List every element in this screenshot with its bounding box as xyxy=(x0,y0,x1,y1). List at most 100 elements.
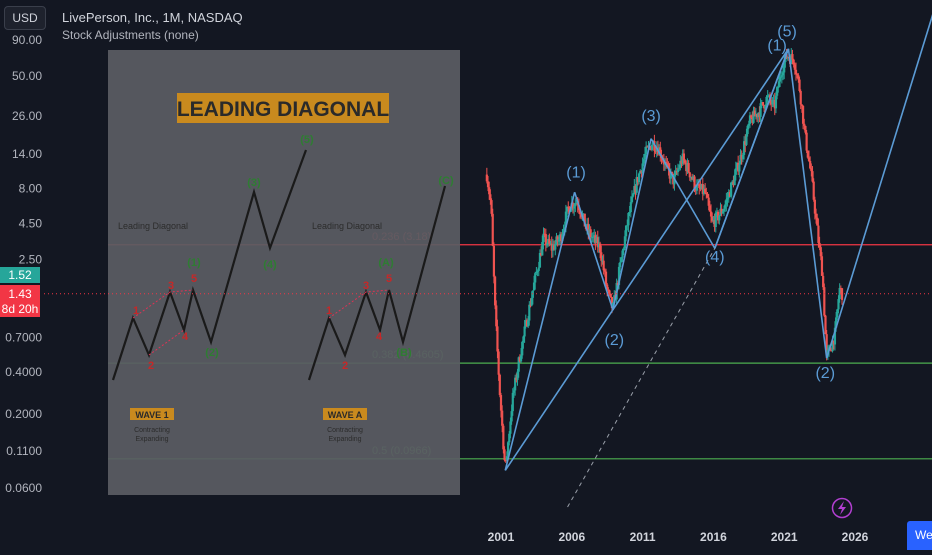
candle-body xyxy=(825,334,828,355)
x-tick-label: 2006 xyxy=(558,530,585,544)
y-tick-label: 0.0600 xyxy=(5,481,42,495)
candle-body xyxy=(707,197,710,206)
wave-line xyxy=(714,48,790,249)
candle-body xyxy=(719,208,722,216)
candle-body xyxy=(602,260,605,271)
candle-body xyxy=(737,162,740,172)
right-subtitle: Leading Diagonal xyxy=(312,221,382,231)
y-axis: 90.00 50.00 26.00 14.00 8.00 4.50 2.50 0.7000 0.… xyxy=(5,33,42,495)
left-inner-label: 1 xyxy=(133,305,139,317)
candle-body xyxy=(528,304,531,321)
candle-body xyxy=(715,211,719,213)
currency-button[interactable]: USD xyxy=(4,6,46,30)
candle-body xyxy=(696,184,700,186)
candle-body xyxy=(623,236,626,249)
x-tick-label: 2001 xyxy=(488,530,515,544)
right-outer-label: (B) xyxy=(396,347,412,359)
candle-body xyxy=(814,213,818,218)
candle-body xyxy=(753,110,756,117)
candle-body xyxy=(522,336,525,342)
candle-body xyxy=(669,171,673,179)
candle-body xyxy=(767,95,770,97)
candle-body xyxy=(674,171,677,175)
candle-body xyxy=(823,287,826,316)
left-outer-label: (5) xyxy=(300,134,314,146)
candle-body xyxy=(809,160,812,169)
candle-body xyxy=(820,256,824,276)
candle-body xyxy=(702,188,706,194)
candle-body xyxy=(708,205,711,212)
candle-body xyxy=(734,168,737,175)
x-tick-label: 2026 xyxy=(842,530,869,544)
candle-body xyxy=(647,145,650,147)
candle-body xyxy=(632,194,635,197)
candle-body xyxy=(692,176,695,180)
candle-body xyxy=(586,223,589,229)
candle-body xyxy=(681,153,684,164)
candle-body xyxy=(766,95,769,97)
right-caption-1: Contracting xyxy=(327,427,363,434)
candle-body xyxy=(771,100,774,105)
candle-body xyxy=(813,199,816,214)
candle-body xyxy=(530,297,533,306)
candle-body xyxy=(509,421,512,434)
candle-body xyxy=(646,146,649,148)
week-button[interactable]: Wee xyxy=(907,521,932,550)
candle-body xyxy=(516,371,519,380)
candle-body xyxy=(609,293,612,298)
candle-body xyxy=(777,87,780,89)
wave-labels: (1)(2)(3)(4)(1)(5)(2) xyxy=(566,24,835,383)
candle-body xyxy=(571,202,575,209)
candle-body xyxy=(770,101,773,105)
wave-label: (2) xyxy=(815,365,835,382)
candle-body xyxy=(633,186,636,195)
wave-line xyxy=(504,192,576,471)
candle-body xyxy=(622,248,625,251)
inset-title-bg xyxy=(177,93,389,123)
candle-body xyxy=(590,237,593,239)
candle-body xyxy=(497,351,500,375)
y-tick-label: 0.1100 xyxy=(6,444,42,458)
candle-body xyxy=(725,199,728,205)
candle-body xyxy=(501,410,504,426)
candle-body xyxy=(797,75,800,80)
candle-body xyxy=(751,117,754,123)
lightning-bolt-icon[interactable] xyxy=(831,497,853,519)
candle-body xyxy=(741,154,744,160)
candle-body xyxy=(792,59,795,65)
candle-body xyxy=(639,170,642,174)
wave-line xyxy=(573,191,614,311)
wave-line xyxy=(825,14,932,359)
wave-label: (2) xyxy=(604,332,624,349)
x-axis: 2001 2006 2011 2016 2021 2026 xyxy=(488,530,869,544)
candle-body xyxy=(836,309,839,318)
candle-body xyxy=(687,163,690,173)
candle-body xyxy=(816,217,819,226)
candle-body xyxy=(781,72,785,76)
price-badge-red-value: 1.43 xyxy=(8,287,32,301)
candle-body xyxy=(654,150,657,152)
candle-body xyxy=(637,173,641,183)
candle-body xyxy=(536,270,539,272)
candle-body xyxy=(801,105,805,124)
candle-body xyxy=(486,181,490,188)
candle-body xyxy=(685,162,688,172)
candle-body xyxy=(780,75,783,77)
y-tick-label: 0.2000 xyxy=(5,407,42,421)
symbol-title[interactable]: LivePerson, Inc., 1M, NASDAQ xyxy=(62,10,243,25)
right-caption-2: Expanding xyxy=(328,436,361,443)
candle-body xyxy=(628,212,631,214)
wave-1-tag: WAVE 1 xyxy=(135,410,168,420)
candle-body xyxy=(837,299,840,310)
candle-body xyxy=(485,174,488,182)
candle-body xyxy=(750,115,753,118)
candle-body xyxy=(796,74,799,76)
stock-adjustments-label[interactable]: Stock Adjustments (none) xyxy=(62,28,199,42)
candle-body xyxy=(799,91,802,105)
candle-body xyxy=(517,357,520,372)
left-inner-label: 4 xyxy=(182,331,189,343)
candle-body xyxy=(683,160,687,163)
candle-body xyxy=(502,425,505,450)
